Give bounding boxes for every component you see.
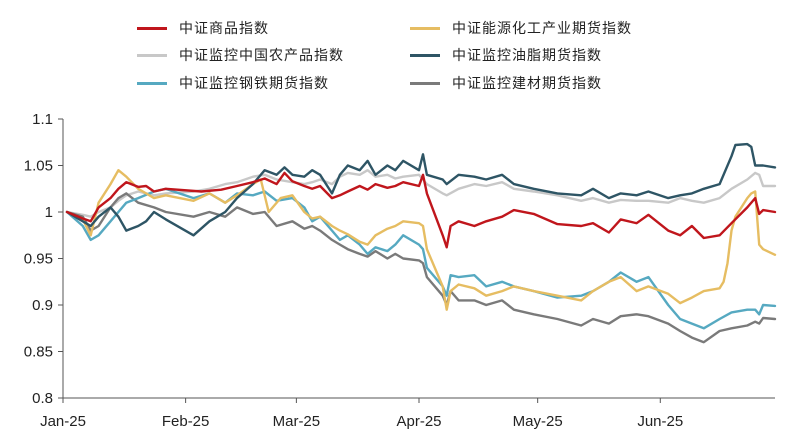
legend-item-energy-chem: 中证能源化工产业期货指数 bbox=[410, 16, 632, 40]
series-line-3 bbox=[65, 142, 777, 237]
y-tick-label: 0.9 bbox=[32, 297, 53, 314]
legend-item-agri: 中证监控中国农产品指数 bbox=[137, 43, 344, 67]
legend-swatch-oils bbox=[410, 53, 440, 57]
legend-swatch-building bbox=[410, 81, 440, 85]
x-tick-label: May-25 bbox=[513, 413, 563, 430]
x-tick-label: Feb-25 bbox=[162, 413, 210, 430]
y-tick-label: 0.95 bbox=[24, 251, 53, 268]
legend-label-agri: 中证监控中国农产品指数 bbox=[179, 48, 344, 64]
x-tick-label: Apr-25 bbox=[396, 413, 441, 430]
y-tick-label: 1 bbox=[45, 204, 53, 221]
series-layer bbox=[65, 142, 777, 344]
legend: 中证商品指数 中证能源化工产业期货指数 中证监控中国农产品指数 中证监控油脂期货… bbox=[0, 0, 798, 100]
legend-label-commodity: 中证商品指数 bbox=[179, 21, 269, 37]
legend-label-energy-chem: 中证能源化工产业期货指数 bbox=[452, 21, 632, 37]
legend-item-commodity: 中证商品指数 bbox=[137, 16, 269, 40]
y-tick-label: 1.05 bbox=[24, 158, 53, 175]
y-axis: 0.8 0.85 0.9 0.95 1 1.05 1.1 bbox=[24, 111, 64, 407]
legend-swatch-energy-chem bbox=[410, 26, 440, 30]
y-tick-label: 1.1 bbox=[32, 111, 53, 128]
legend-swatch-agri bbox=[137, 53, 167, 57]
x-tick-label: Mar-25 bbox=[273, 413, 321, 430]
legend-item-building: 中证监控建材期货指数 bbox=[410, 71, 602, 95]
x-axis: Jan-25 Feb-25 Mar-25 Apr-25 May-25 Jun-25 bbox=[40, 397, 775, 430]
x-tick-label: Jan-25 bbox=[40, 413, 86, 430]
y-tick-label: 0.8 bbox=[32, 390, 53, 407]
y-tick-label: 0.85 bbox=[24, 344, 53, 361]
legend-label-steel: 中证监控钢铁期货指数 bbox=[179, 76, 329, 92]
legend-swatch-steel bbox=[137, 81, 167, 85]
x-tick-label: Jun-25 bbox=[637, 413, 683, 430]
legend-label-building: 中证监控建材期货指数 bbox=[452, 76, 602, 92]
series-line-0 bbox=[65, 171, 777, 249]
legend-item-steel: 中证监控钢铁期货指数 bbox=[137, 71, 329, 95]
legend-swatch-commodity bbox=[137, 26, 167, 30]
series-line-4 bbox=[65, 187, 777, 330]
legend-item-oils: 中证监控油脂期货指数 bbox=[410, 43, 602, 67]
series-line-5 bbox=[65, 192, 777, 344]
series-line-1 bbox=[65, 169, 777, 311]
legend-label-oils: 中证监控油脂期货指数 bbox=[452, 48, 602, 64]
